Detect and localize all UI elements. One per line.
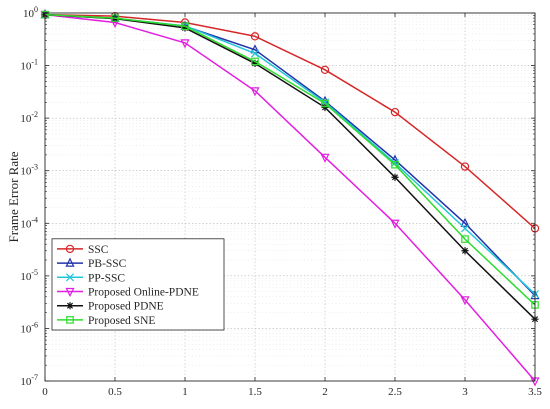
marker-square [251,57,259,66]
marker-square [321,99,329,108]
marker-circle [250,32,260,41]
marker-square [391,160,399,169]
marker-square [66,316,74,324]
marker-star [391,173,399,181]
x-tick-label: 3 [462,386,468,398]
marker-star [461,247,469,255]
marker-triangle-down [320,153,330,163]
marker-star [321,103,329,112]
marker-star [66,302,74,310]
legend-label: Proposed Online-PDNE [88,287,199,299]
y-tick-label: 10-2 [20,110,38,125]
x-tick-label: 2.5 [388,386,402,398]
grid [45,13,535,381]
x-tick-label: 2 [322,386,328,398]
marker-triangle-down [390,219,400,229]
marker-circle [65,244,75,254]
legend-label: PB-SSC [88,258,127,270]
marker-x [65,273,75,282]
legend-label: Proposed SNE [88,315,155,327]
series-line [44,13,536,382]
marker-triangle-down [65,287,75,298]
marker-triangle-down [460,296,470,306]
legend-item: PB-SSC [57,257,127,270]
y-tick-label: 10-6 [20,320,38,335]
series-line [44,13,536,320]
marker-star [251,59,259,67]
marker-square [181,22,189,31]
marker-triangle-up [460,217,470,227]
legend-item: Proposed SNE [57,315,155,327]
axes: 0 0.5 1 1.5 2 2.5 3 3.5 100 10-1 10-2 10-3 10-4 10-5 1… [20,5,542,398]
marker-x [390,159,400,168]
x-tick-label: 0.5 [108,386,122,398]
y-tick-label: 10-1 [20,58,38,73]
legend-label: PP-SSC [88,272,125,284]
marker-triangle-down [250,87,260,97]
plot-frame [44,12,536,382]
series-layer [40,9,540,387]
legend-item: Proposed Online-PDNE [57,287,199,299]
series-line [44,13,536,229]
marker-triangle-up [65,257,75,267]
x-tick-label: 3.5 [528,386,542,398]
marker-circle [460,162,470,171]
legend-box [51,238,225,331]
series-line [44,13,536,306]
marker-star [181,24,189,32]
marker-x [460,224,470,233]
legend-item: Proposed PDNE [57,301,164,313]
x-tick-label: 1 [182,386,188,398]
legend: SSC PB-SSC PP-SSC Proposed Online-PDNE Propo… [51,238,225,331]
y-tick-label: 10-7 [20,373,38,388]
x-tick-label: 1.5 [248,386,262,398]
marker-square [461,235,469,243]
marker-circle [390,107,400,117]
marker-circle [320,65,330,75]
x-tick-label: 0 [42,386,48,398]
marker-x [250,49,260,58]
legend-item: SSC [57,244,109,256]
y-tick-label: 100 [23,5,38,20]
legend-item: PP-SSC [57,272,125,284]
marker-triangle-down [180,39,190,49]
y-tick-label: 10-3 [20,163,38,178]
y-axis-label: Frame Error Rate [6,151,21,242]
legend-label: Proposed PDNE [88,301,164,313]
y-tick-label: 10-4 [20,215,38,230]
legend-label: SSC [88,244,109,256]
y-tick-label: 10-5 [20,268,38,283]
